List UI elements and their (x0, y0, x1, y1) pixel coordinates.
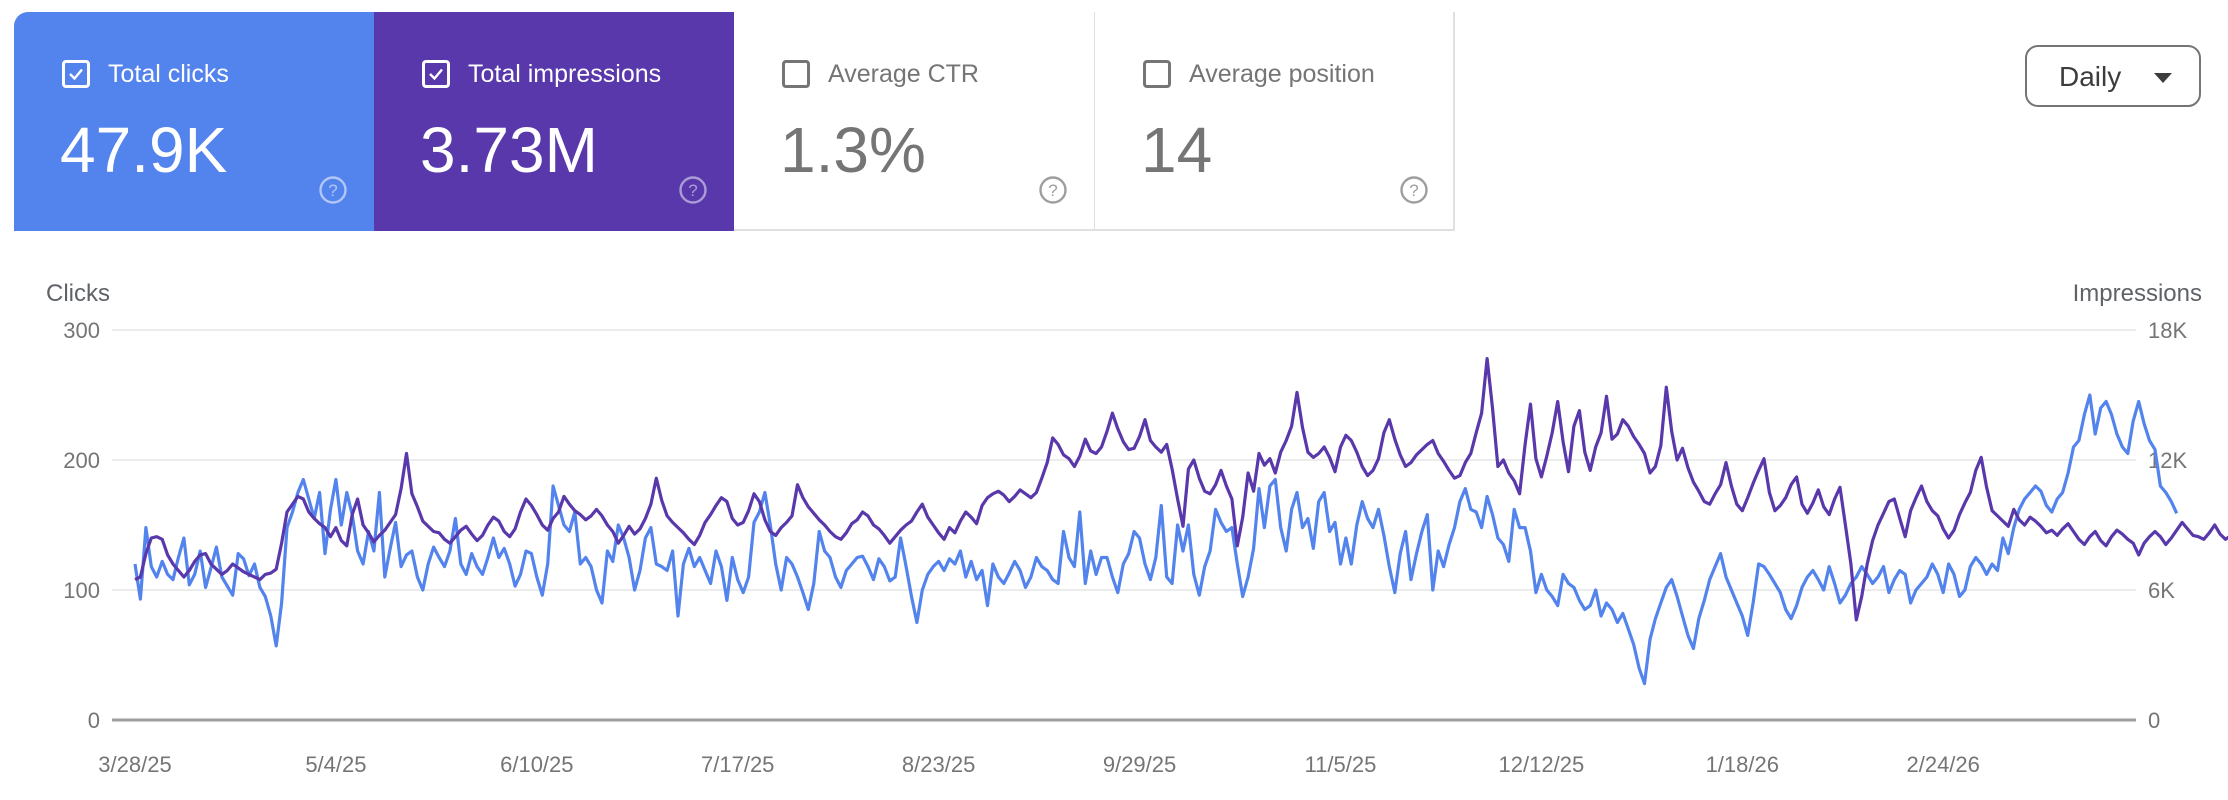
metric-card-total-clicks[interactable]: Total clicks 47.9K ? (14, 12, 374, 231)
checkbox-total-clicks[interactable] (62, 60, 90, 88)
metric-label: Average CTR (828, 60, 979, 88)
metric-label: Average position (1189, 60, 1375, 88)
x-tick-label: 7/17/25 (701, 752, 774, 777)
checkbox-average-ctr[interactable] (782, 60, 810, 88)
y-tick-right: 18K (2148, 318, 2187, 343)
series-line-clicks (133, 393, 2179, 686)
metric-value: 3.73M (420, 114, 598, 186)
y-tick-right: 6K (2148, 578, 2175, 603)
x-tick-label: 2/24/26 (1906, 752, 1979, 777)
metric-card-average-ctr[interactable]: Average CTR 1.3% ? (734, 12, 1094, 231)
x-tick-label: 1/18/26 (1706, 752, 1779, 777)
x-tick-label: 9/29/25 (1103, 752, 1176, 777)
y-tick-right: 0 (2148, 708, 2160, 733)
y-tick-left: 100 (63, 578, 100, 603)
x-tick-label: 8/23/25 (902, 752, 975, 777)
help-circle-icon[interactable]: ? (1399, 175, 1429, 205)
metric-card-average-position[interactable]: Average position 14 ? (1094, 12, 1455, 231)
gridlines (112, 329, 2136, 722)
right-axis-title: Impressions (2072, 280, 2202, 307)
check-icon (429, 68, 443, 81)
help-circle-icon[interactable]: ? (678, 175, 708, 205)
x-tick-label: 6/10/25 (500, 752, 573, 777)
series-line-impressions (134, 357, 2228, 622)
checkbox-average-position[interactable] (1143, 60, 1171, 88)
svg-text:?: ? (688, 181, 697, 200)
check-icon (69, 68, 83, 81)
y-tick-left: 0 (88, 708, 100, 733)
help-circle-icon[interactable]: ? (318, 175, 348, 205)
metric-value: 47.9K (60, 114, 228, 186)
series-lines (133, 357, 2228, 686)
x-tick-label: 12/12/25 (1499, 752, 1585, 777)
caret-down-icon (2154, 73, 2172, 83)
metric-value: 14 (1141, 114, 1213, 186)
metric-label: Total impressions (468, 60, 662, 88)
x-tick-label: 5/4/25 (305, 752, 366, 777)
granularity-dropdown[interactable]: Daily (2025, 45, 2201, 107)
x-tick-label: 11/5/25 (1305, 752, 1377, 777)
svg-text:?: ? (1048, 181, 1057, 200)
metric-value: 1.3% (780, 114, 926, 186)
x-tick-label: 3/28/25 (98, 752, 171, 777)
granularity-selected: Daily (2059, 61, 2122, 92)
svg-text:?: ? (1409, 181, 1418, 200)
svg-text:?: ? (328, 181, 337, 200)
help-circle-icon[interactable]: ? (1038, 175, 1068, 205)
y-tick-left: 200 (63, 448, 100, 473)
y-tick-left: 300 (63, 318, 100, 343)
left-axis-title: Clicks (46, 280, 110, 307)
checkbox-total-impressions[interactable] (422, 60, 450, 88)
metric-card-total-impressions[interactable]: Total impressions 3.73M ? (374, 12, 734, 231)
metric-label: Total clicks (108, 60, 229, 88)
